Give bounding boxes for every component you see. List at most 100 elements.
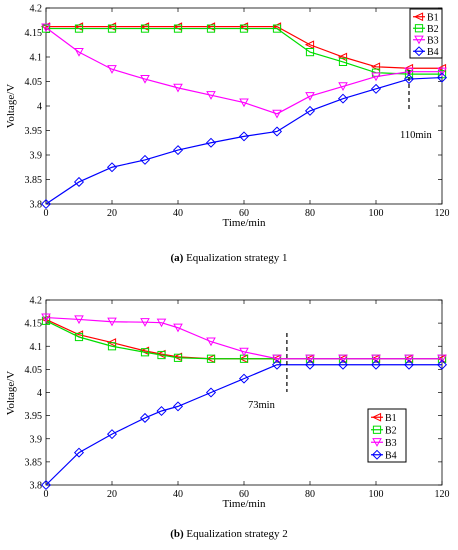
data-point	[337, 93, 349, 104]
data-point	[436, 72, 448, 83]
y-tick-label: 4.1	[30, 342, 43, 353]
data-point	[304, 105, 316, 116]
legend-marker	[371, 412, 382, 422]
data-point	[107, 24, 117, 33]
series-b3	[41, 313, 447, 364]
series-line	[45, 316, 442, 360]
data-point	[436, 359, 448, 370]
x-tick-label: 120	[435, 208, 450, 219]
x-tick-label: 20	[107, 208, 117, 219]
legend-label: B4	[427, 47, 439, 58]
data-point	[371, 72, 381, 82]
x-tick-label: 60	[239, 208, 249, 219]
data-point	[205, 137, 217, 148]
series-b4	[40, 72, 448, 210]
data-point	[370, 83, 382, 94]
data-point	[338, 57, 348, 66]
y-tick-label: 3.95	[25, 126, 43, 137]
data-point	[107, 65, 117, 74]
data-point	[305, 92, 315, 101]
data-point	[238, 131, 250, 142]
data-point	[74, 332, 84, 342]
x-tick-label: 80	[305, 489, 315, 500]
data-point	[74, 315, 84, 325]
data-point	[140, 348, 150, 357]
data-point	[337, 359, 349, 370]
series-line	[45, 364, 442, 486]
legend-label: B4	[385, 450, 397, 461]
data-point	[239, 24, 249, 33]
y-tick-label: 4.2	[30, 4, 43, 15]
y-axis-label: Voltage/V	[5, 371, 17, 415]
data-point	[139, 412, 151, 423]
data-point	[41, 23, 51, 33]
caption-a-text: Equalization strategy 1	[186, 252, 288, 264]
y-tick-label: 4	[37, 388, 42, 399]
x-tick-label: 40	[173, 208, 183, 219]
data-point	[73, 176, 85, 187]
data-point	[106, 162, 118, 173]
y-tick-label: 3.95	[25, 411, 43, 422]
data-point	[107, 342, 117, 351]
x-tick-label: 60	[239, 489, 249, 500]
x-tick-label: 120	[435, 489, 450, 500]
data-point	[40, 198, 52, 210]
series-line	[45, 320, 442, 360]
data-point	[74, 24, 84, 33]
data-point	[239, 98, 249, 108]
x-tick-label: 100	[369, 489, 384, 500]
y-tick-label: 4	[37, 102, 42, 113]
data-point	[271, 126, 283, 137]
data-point	[172, 145, 184, 156]
legend-marker	[372, 438, 382, 447]
data-point	[371, 354, 381, 364]
data-point	[271, 359, 283, 370]
caption-a-label: (a)	[170, 252, 184, 264]
y-tick-label: 3.8	[30, 481, 43, 492]
data-point	[40, 479, 52, 491]
legend-marker	[413, 46, 425, 57]
data-point	[305, 354, 315, 364]
data-point	[206, 91, 216, 100]
data-point	[41, 313, 51, 323]
x-tick-label: 20	[107, 489, 117, 500]
data-point	[437, 354, 447, 364]
x-axis-label: Time/min	[223, 498, 266, 510]
y-axis-label: Voltage/V	[5, 84, 17, 128]
data-point	[338, 82, 348, 92]
caption-b: (b) Equalization strategy 2	[0, 528, 458, 540]
series-line	[46, 26, 442, 69]
series-line	[45, 76, 443, 205]
data-point	[403, 74, 415, 85]
caption-b-text: Equalization strategy 2	[186, 528, 288, 540]
data-point	[404, 67, 414, 77]
data-point	[403, 359, 415, 370]
series-b3	[41, 23, 447, 119]
legend-marker	[372, 425, 382, 434]
y-tick-label: 3.8	[30, 200, 43, 211]
annotation-label: 110min	[400, 130, 432, 141]
y-tick-label: 4.15	[25, 28, 43, 39]
data-point	[305, 48, 315, 57]
data-point	[172, 401, 184, 412]
data-point	[156, 318, 167, 328]
data-point	[337, 52, 348, 62]
data-point	[173, 323, 183, 333]
data-point	[106, 429, 118, 440]
legend-marker	[414, 24, 424, 33]
data-point	[73, 447, 85, 458]
legend-label: B1	[385, 413, 397, 424]
y-tick-label: 4.1	[30, 53, 43, 64]
legend-label: B1	[427, 12, 439, 23]
y-tick-label: 4.05	[25, 365, 43, 376]
data-point	[304, 40, 315, 50]
data-point	[206, 354, 216, 363]
data-point	[238, 373, 250, 384]
y-tick-label: 3.85	[25, 175, 43, 186]
legend-label: B3	[385, 438, 397, 449]
data-point	[272, 109, 282, 119]
y-tick-label: 4.15	[25, 319, 43, 330]
data-point	[173, 83, 183, 93]
caption-b-label: (b)	[170, 528, 184, 540]
